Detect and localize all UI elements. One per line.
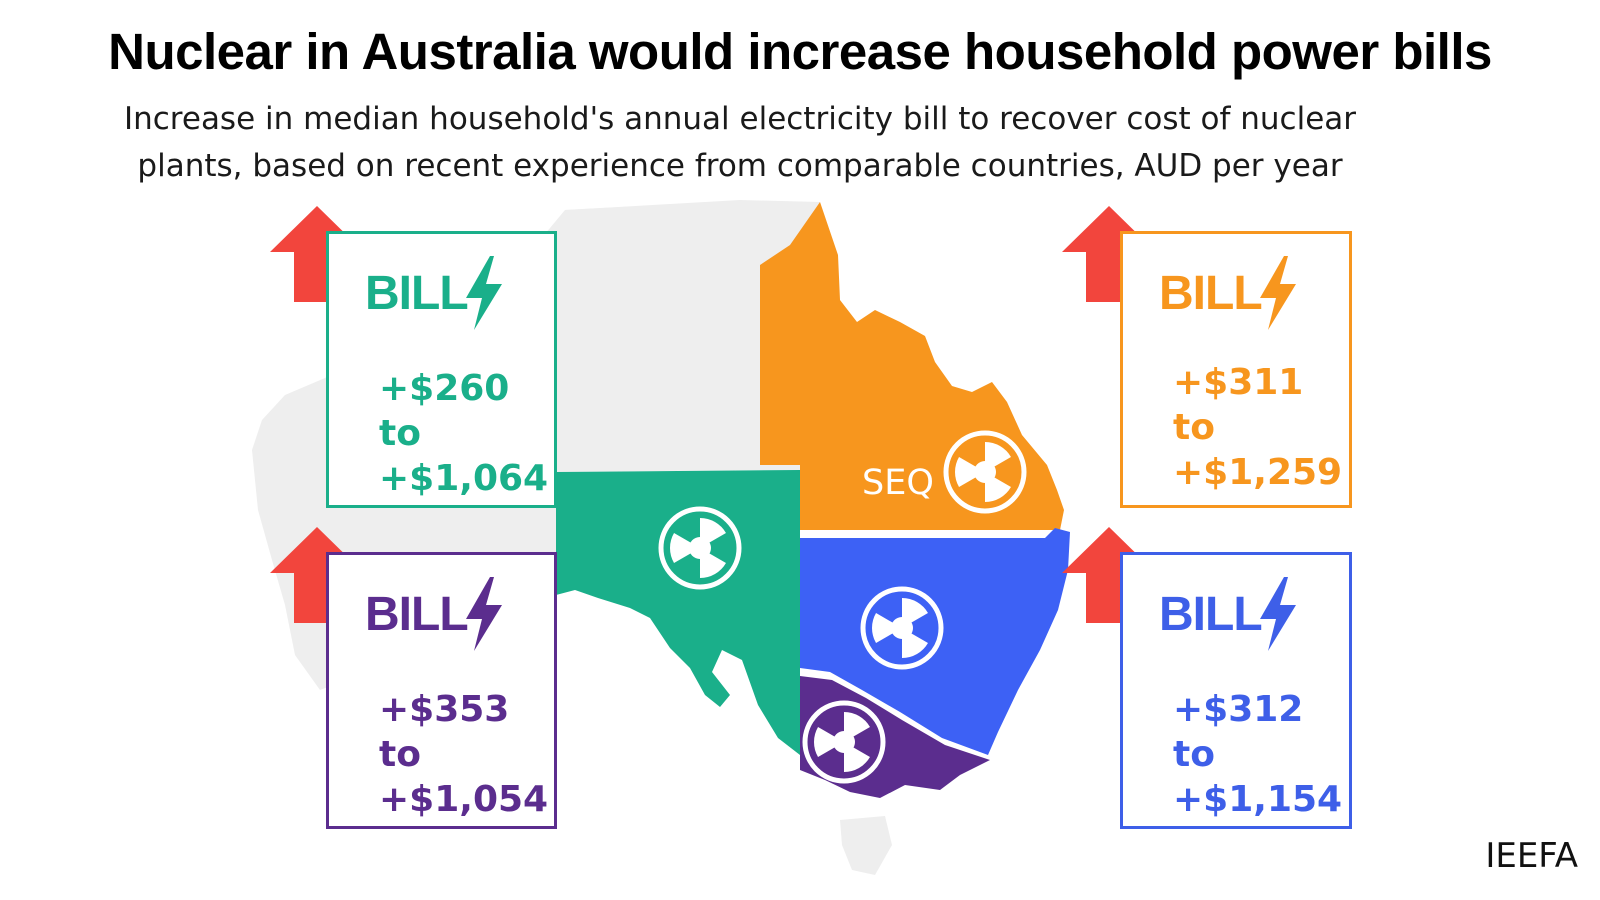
seq-label: SEQ	[862, 463, 934, 503]
bill-min-value: +$311	[1173, 362, 1304, 403]
increase-arrow-icon	[1062, 206, 1156, 302]
subtitle-line-2: plants, based on recent experience from …	[137, 148, 1343, 184]
bill-min-value: +$353	[379, 689, 510, 730]
lightning-bolt-icon	[465, 256, 502, 330]
bill-label: BILL	[1159, 266, 1263, 320]
bill-values: +$260 to +$1,064	[379, 366, 548, 501]
bill-card-queensland: BILL +$311 to +$1,259	[1120, 231, 1352, 508]
page-subtitle: Increase in median household's annual el…	[100, 96, 1380, 190]
increase-arrow-icon	[1062, 527, 1156, 623]
bill-max-value: +$1,064	[379, 458, 549, 499]
increase-arrow-icon	[270, 206, 364, 302]
page-title: Nuclear in Australia would increase hous…	[108, 23, 1492, 80]
lightning-bolt-icon	[1259, 577, 1296, 651]
source-label: IEEFA	[1485, 836, 1578, 876]
lightning-bolt-icon	[465, 577, 502, 651]
increase-arrow-icon	[270, 527, 364, 623]
bill-values: +$312 to +$1,154	[1173, 687, 1342, 822]
bill-card-victoria: BILL +$353 to +$1,054	[326, 552, 557, 829]
lightning-bolt-icon	[1259, 256, 1296, 330]
state-new-south-wales	[800, 528, 1070, 755]
subtitle-line-1: Increase in median household's annual el…	[123, 101, 1357, 137]
bill-connector: to	[1173, 407, 1215, 448]
bill-card-new-south-wales: BILL +$312 to +$1,154	[1120, 552, 1352, 829]
bill-heading: BILL	[365, 256, 504, 330]
bill-max-value: +$1,154	[1173, 779, 1343, 820]
bill-max-value: +$1,259	[1173, 452, 1343, 493]
state-south-australia	[556, 470, 800, 755]
bill-label: BILL	[365, 266, 469, 320]
bill-max-value: +$1,054	[379, 779, 549, 820]
land-tasmania	[840, 816, 892, 875]
bill-heading: BILL	[1159, 577, 1298, 651]
bill-label: BILL	[365, 587, 469, 641]
bill-min-value: +$312	[1173, 689, 1304, 730]
bill-label: BILL	[1159, 587, 1263, 641]
bill-connector: to	[379, 734, 421, 775]
bill-min-value: +$260	[379, 368, 510, 409]
bill-values: +$353 to +$1,054	[379, 687, 548, 822]
bill-connector: to	[379, 413, 421, 454]
bill-values: +$311 to +$1,259	[1173, 360, 1342, 495]
bill-heading: BILL	[365, 577, 504, 651]
bill-card-south-australia: BILL +$260 to +$1,064	[326, 231, 557, 508]
bill-heading: BILL	[1159, 256, 1298, 330]
land-northern-territory	[556, 200, 820, 470]
bill-connector: to	[1173, 734, 1215, 775]
